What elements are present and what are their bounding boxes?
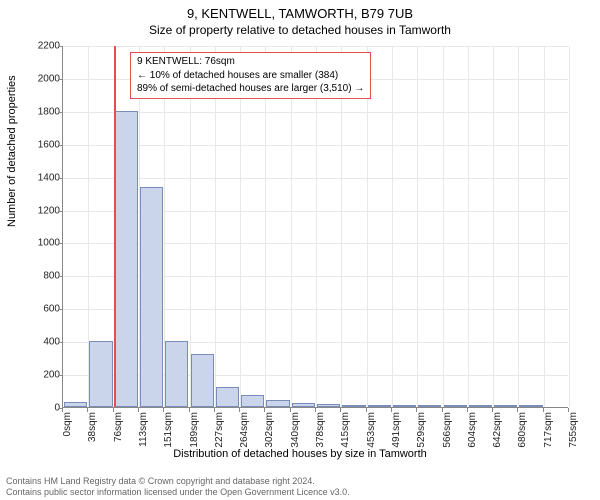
histogram-bar xyxy=(64,402,87,407)
y-tick-label: 800 xyxy=(32,271,60,282)
property-indicator-line xyxy=(114,46,116,407)
y-tick-mark xyxy=(58,112,62,113)
gridline-v xyxy=(392,46,393,407)
histogram-bar xyxy=(266,400,289,407)
gridline-v xyxy=(291,46,292,407)
annotation-line-3: 89% of semi-detached houses are larger (… xyxy=(137,82,364,96)
footer-line-2: Contains public sector information licen… xyxy=(6,487,350,498)
y-tick-label: 600 xyxy=(32,304,60,315)
x-tick-label: 189sqm xyxy=(189,412,200,462)
x-tick-label: 566sqm xyxy=(442,412,453,462)
y-tick-label: 1200 xyxy=(32,205,60,216)
y-tick-mark xyxy=(58,145,62,146)
gridline-v xyxy=(341,46,342,407)
gridline-v xyxy=(265,46,266,407)
page-subtitle: Size of property relative to detached ho… xyxy=(0,21,600,37)
y-tick-mark xyxy=(58,211,62,212)
chart-plot-area xyxy=(62,46,568,408)
histogram-bar xyxy=(165,341,188,407)
histogram-bar xyxy=(418,405,441,407)
annotation-line-2: ← 10% of detached houses are smaller (38… xyxy=(137,69,364,83)
gridline-v xyxy=(190,46,191,407)
gridline-v xyxy=(518,46,519,407)
x-tick-label: 717sqm xyxy=(543,412,554,462)
gridline-v xyxy=(240,46,241,407)
histogram-bar xyxy=(317,404,340,407)
histogram-bar xyxy=(292,403,315,407)
page-title: 9, KENTWELL, TAMWORTH, B79 7UB xyxy=(0,0,600,21)
gridline-v xyxy=(367,46,368,407)
histogram-bar xyxy=(393,405,416,407)
y-tick-mark xyxy=(58,178,62,179)
histogram-bar xyxy=(241,395,264,407)
y-tick-label: 1400 xyxy=(32,172,60,183)
gridline-v xyxy=(215,46,216,407)
histogram-bar xyxy=(469,405,492,407)
y-tick-mark xyxy=(58,46,62,47)
x-tick-label: 453sqm xyxy=(366,412,377,462)
x-tick-label: 680sqm xyxy=(517,412,528,462)
x-tick-label: 642sqm xyxy=(492,412,503,462)
gridline-v xyxy=(468,46,469,407)
histogram-bar xyxy=(342,405,365,407)
gridline-v xyxy=(443,46,444,407)
x-tick-label: 0sqm xyxy=(62,412,73,462)
x-tick-label: 227sqm xyxy=(214,412,225,462)
y-tick-mark xyxy=(58,309,62,310)
y-tick-mark xyxy=(58,79,62,80)
gridline-v xyxy=(544,46,545,407)
x-tick-label: 38sqm xyxy=(87,412,98,462)
footer-line-1: Contains HM Land Registry data © Crown c… xyxy=(6,476,350,487)
y-axis-label: Number of detached properties xyxy=(6,75,18,227)
x-tick-label: 529sqm xyxy=(416,412,427,462)
histogram-bar xyxy=(444,405,467,407)
x-tick-label: 491sqm xyxy=(391,412,402,462)
y-tick-label: 1600 xyxy=(32,139,60,150)
x-tick-label: 151sqm xyxy=(163,412,174,462)
y-tick-label: 400 xyxy=(32,337,60,348)
y-tick-label: 1000 xyxy=(32,238,60,249)
y-tick-label: 0 xyxy=(32,403,60,414)
y-tick-mark xyxy=(58,243,62,244)
histogram-bar xyxy=(494,405,517,407)
x-tick-label: 755sqm xyxy=(568,412,579,462)
x-tick-label: 340sqm xyxy=(290,412,301,462)
histogram-bar xyxy=(216,387,239,407)
annotation-line-1: 9 KENTWELL: 76sqm xyxy=(137,55,364,69)
y-tick-mark xyxy=(58,342,62,343)
histogram-bar xyxy=(191,354,214,407)
y-tick-label: 2000 xyxy=(32,73,60,84)
histogram-bar xyxy=(519,405,542,407)
gridline-v xyxy=(316,46,317,407)
y-tick-label: 200 xyxy=(32,370,60,381)
y-tick-label: 1800 xyxy=(32,106,60,117)
histogram-bar xyxy=(89,341,112,407)
x-tick-label: 378sqm xyxy=(315,412,326,462)
x-tick-label: 415sqm xyxy=(340,412,351,462)
y-tick-mark xyxy=(58,276,62,277)
x-tick-label: 604sqm xyxy=(467,412,478,462)
x-tick-label: 76sqm xyxy=(113,412,124,462)
y-tick-mark xyxy=(58,375,62,376)
histogram-bar xyxy=(140,187,163,407)
x-tick-label: 264sqm xyxy=(239,412,250,462)
gridline-v xyxy=(569,46,570,407)
x-tick-label: 302sqm xyxy=(264,412,275,462)
histogram-bar xyxy=(368,405,391,407)
histogram-bar xyxy=(115,111,138,407)
y-tick-label: 2200 xyxy=(32,41,60,52)
gridline-v xyxy=(493,46,494,407)
footer-attribution: Contains HM Land Registry data © Crown c… xyxy=(6,476,350,498)
x-tick-label: 113sqm xyxy=(138,412,149,462)
gridline-v xyxy=(417,46,418,407)
annotation-box: 9 KENTWELL: 76sqm ← 10% of detached hous… xyxy=(130,52,371,99)
